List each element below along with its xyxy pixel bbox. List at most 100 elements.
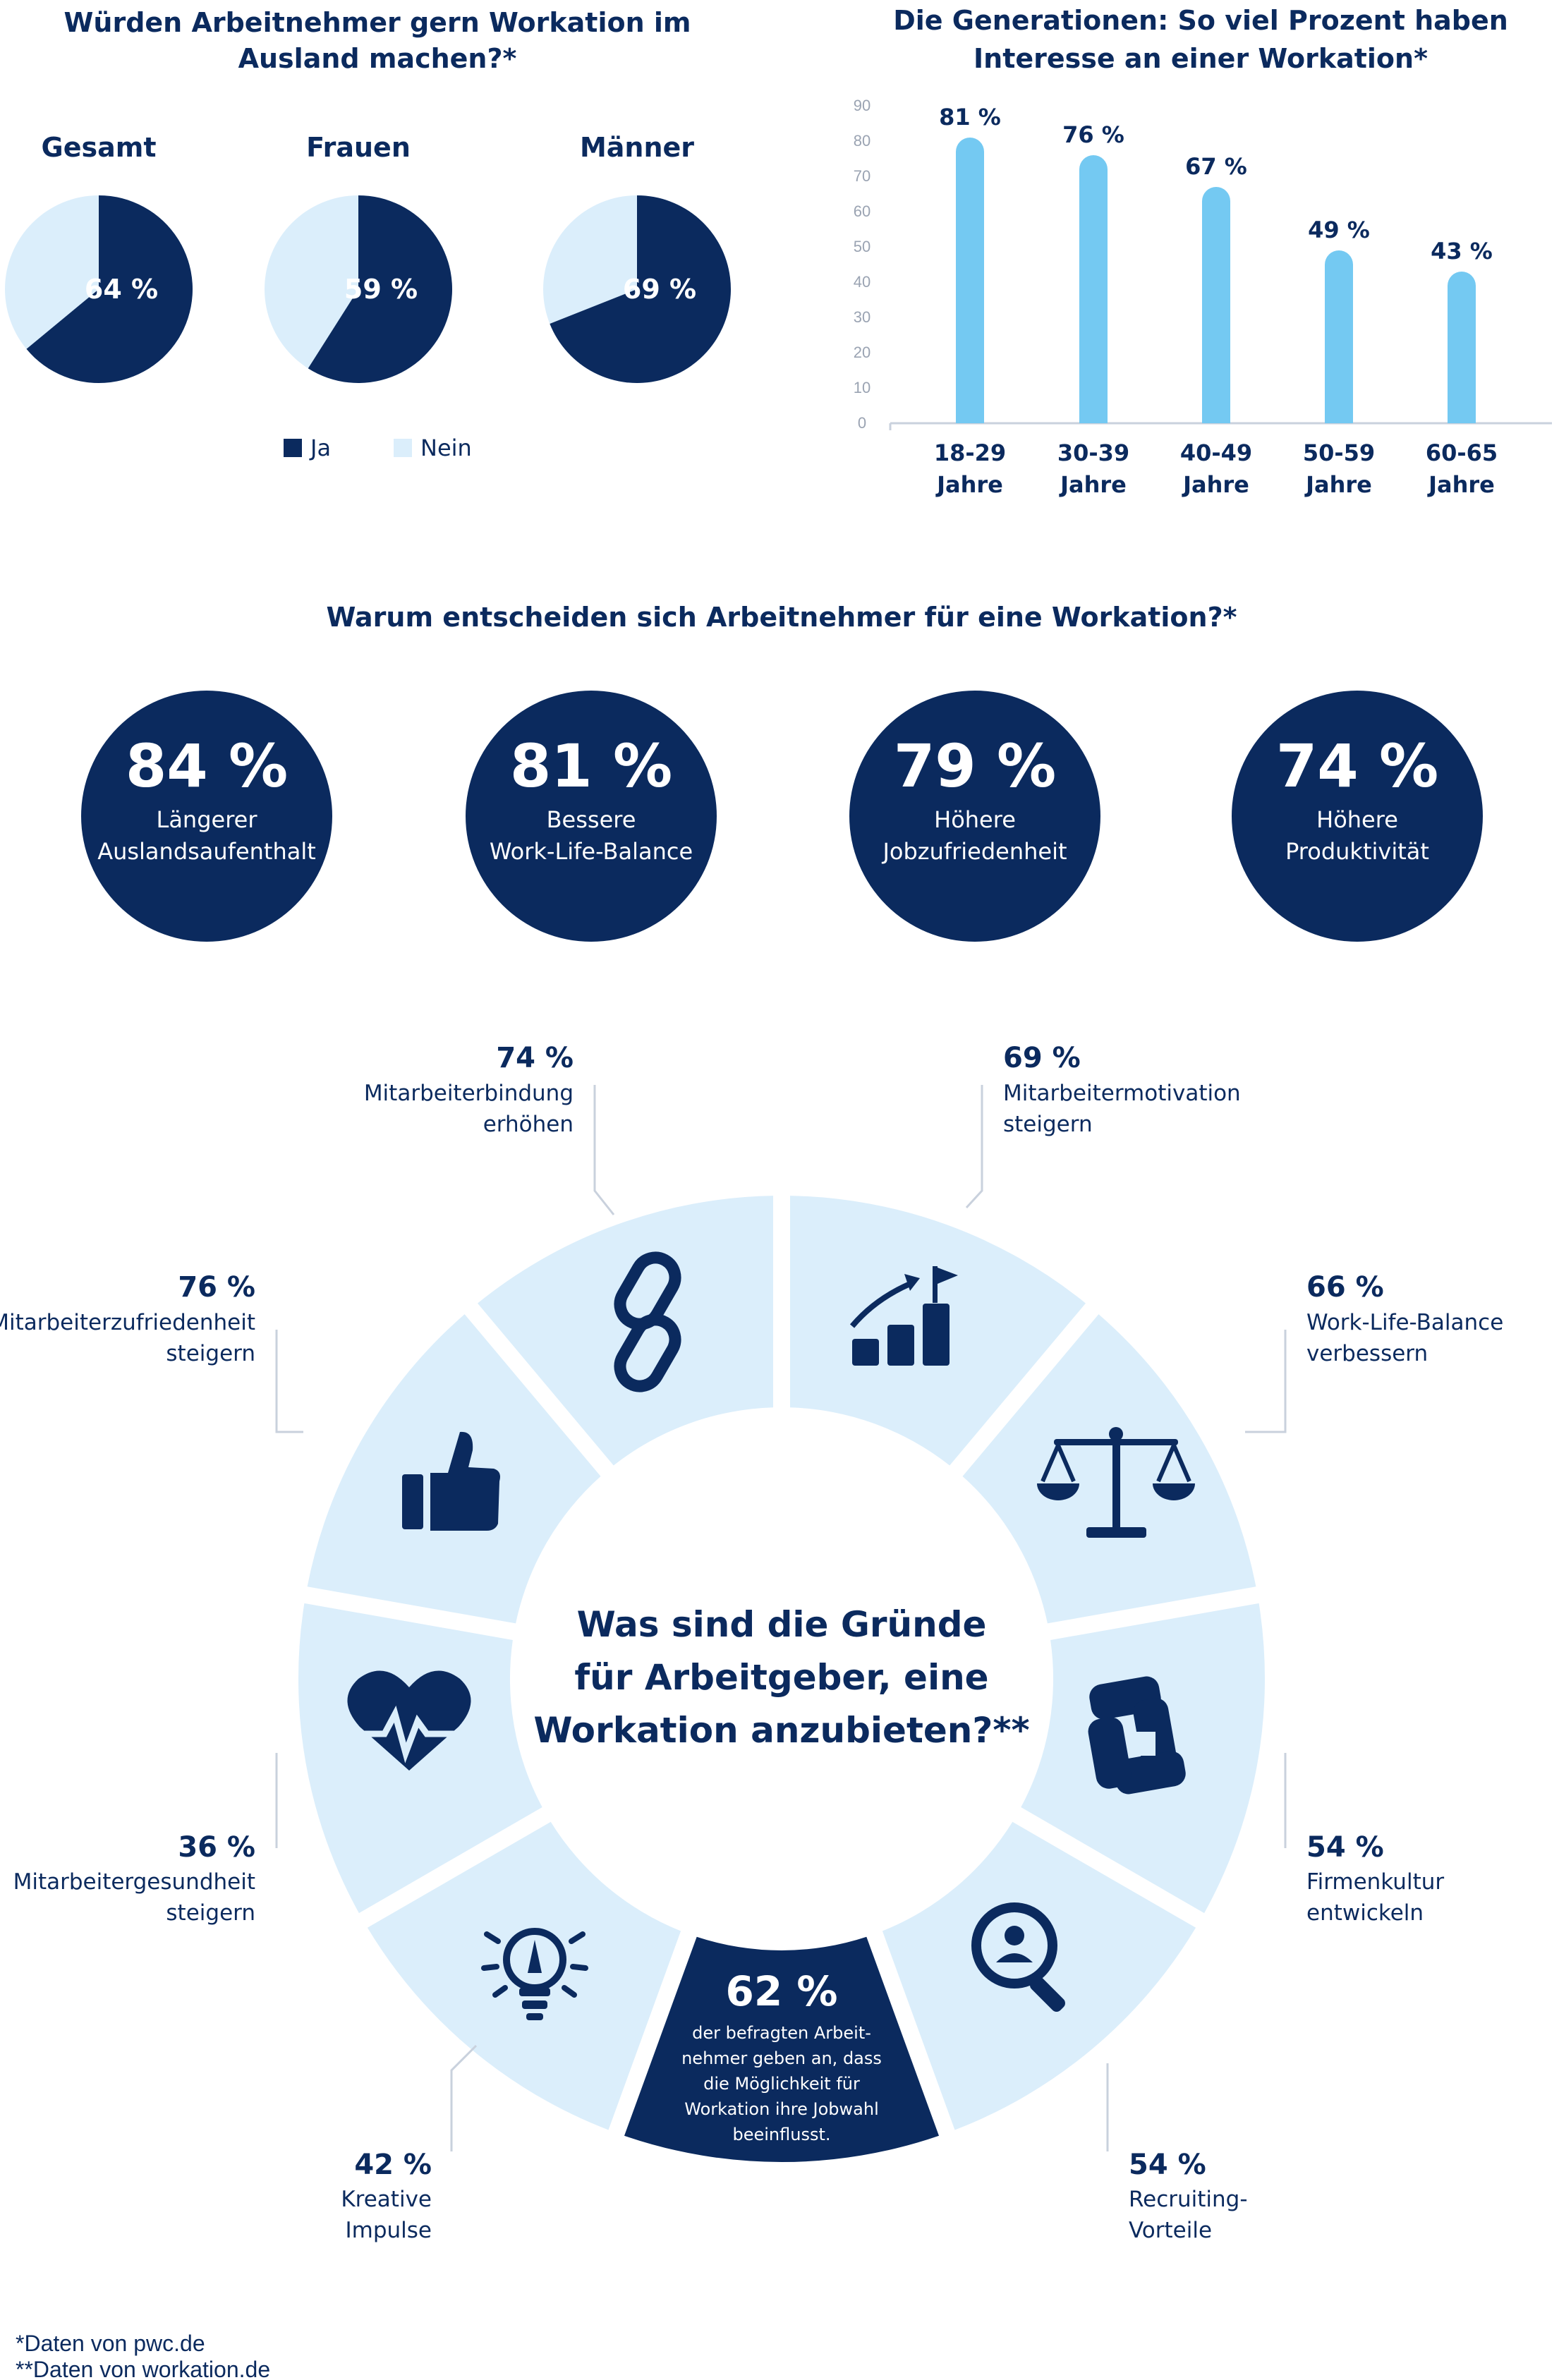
- reason-circle-1: 84 % Längerer Auslandsaufenthalt: [81, 691, 332, 942]
- pie-title: Gesamt: [42, 132, 157, 163]
- bar-value-label: 67 %: [1185, 153, 1247, 180]
- pie-charts: Gesamt 64 % Frauen 59 % Männer 69 %: [5, 132, 731, 384]
- bar: [1202, 187, 1230, 423]
- y-tick-label: 20: [854, 344, 871, 361]
- pie-gesamt: Gesamt 64 %: [5, 132, 193, 384]
- reason-circle-4: 74 % Höhere Produktivität: [1232, 691, 1483, 942]
- employer-item-retention: 74 % Mitarbeiterbindung erhöhen: [364, 1042, 574, 1137]
- reason-label-line2: Produktivität: [1285, 838, 1429, 865]
- y-tick-label: 80: [854, 132, 871, 150]
- reason-circle-bg: [81, 691, 332, 942]
- reason-percent: 74 %: [1276, 731, 1438, 801]
- item-label-line1: Mitarbeitermotivation: [1003, 1081, 1241, 1106]
- pie-slice-yes: [26, 195, 193, 384]
- x-tick-label: Jahre: [1182, 471, 1249, 498]
- item-label-line1: Firmenkultur: [1306, 1869, 1444, 1895]
- employer-item-worklife: 66 % Work-Life-Balance verbessern: [1306, 1271, 1503, 1366]
- reason-label-line1: Längerer: [156, 806, 257, 833]
- legend-no-label: Nein: [420, 435, 472, 461]
- item-label-line2: verbessern: [1306, 1341, 1428, 1366]
- y-tick-label: 50: [854, 238, 871, 255]
- item-label-line1: Mitarbeiterbindung: [364, 1081, 574, 1106]
- center-question-line3: Workation anzubieten?**: [533, 1710, 1029, 1751]
- y-tick-label: 60: [854, 202, 871, 220]
- heart-pulse-icon: [347, 1670, 471, 1771]
- growth-chart-flag-icon: [849, 1266, 958, 1366]
- bottom-segment-line: die Möglichkeit für: [703, 2074, 860, 2094]
- chain-link-icon: [614, 1251, 681, 1392]
- item-label-line1: Kreative: [341, 2187, 432, 2212]
- pie-title: Frauen: [306, 132, 411, 163]
- pie-title: Männer: [580, 132, 694, 163]
- x-tick-label: Jahre: [1304, 471, 1372, 498]
- reason-label-line2: Work-Life-Balance: [490, 838, 693, 865]
- bar: [1325, 250, 1353, 423]
- reason-label-line1: Bessere: [547, 806, 636, 833]
- thumbs-up-icon: [402, 1431, 500, 1531]
- item-percent: 66 %: [1306, 1271, 1384, 1304]
- bottom-segment-line: nehmer geben an, dass: [681, 2048, 882, 2068]
- item-label-line2: Vorteile: [1129, 2218, 1212, 2243]
- pie-männer: Männer 69 %: [543, 132, 731, 384]
- item-percent: 54 %: [1129, 2149, 1206, 2181]
- item-label-line2: Impulse: [345, 2218, 432, 2243]
- x-tick-label: Jahre: [1059, 471, 1127, 498]
- reasons-title: Warum entscheiden sich Arbeitnehmer für …: [326, 602, 1237, 633]
- y-tick-label: 0: [858, 414, 866, 432]
- bar-value-label: 43 %: [1431, 238, 1493, 265]
- pie-slice-yes: [308, 195, 452, 383]
- reason-circle-3: 79 % Höhere Jobzufriedenheit: [849, 691, 1100, 942]
- reason-label-line1: Höhere: [934, 806, 1016, 833]
- y-tick-label: 90: [854, 97, 871, 114]
- leader-line-worklife: [1245, 1330, 1287, 1433]
- reason-percent: 84 %: [126, 731, 288, 801]
- wheel-segment-creative: [367, 1821, 681, 2130]
- item-label-line1: Mitarbeitergesundheit: [13, 1869, 255, 1895]
- y-tick-label: 40: [854, 273, 871, 291]
- x-tick-label: 50-59: [1303, 439, 1375, 466]
- legend-yes-label: Ja: [309, 435, 331, 461]
- pie-frauen: Frauen 59 %: [265, 132, 452, 383]
- reason-label-line2: Jobzufriedenheit: [881, 838, 1067, 865]
- item-label-line1: Work-Life-Balance: [1306, 1310, 1503, 1335]
- y-tick-label: 30: [854, 308, 871, 326]
- legend-yes-swatch: [284, 439, 302, 457]
- pie-value-label: 69 %: [623, 274, 696, 305]
- footnote-2: **Daten von workation.de: [16, 2357, 270, 2380]
- item-label-line2: erhöhen: [483, 1112, 574, 1137]
- lightbulb-icon: [481, 1928, 588, 2020]
- item-percent: 76 %: [178, 1271, 255, 1304]
- bar: [956, 138, 984, 423]
- legend-no-swatch: [394, 439, 412, 457]
- item-label-line1: Recruiting-: [1129, 2187, 1248, 2212]
- bar-value-label: 76 %: [1062, 121, 1124, 148]
- x-tick-label: 40-49: [1180, 439, 1252, 466]
- pie-value-label: 59 %: [344, 274, 418, 305]
- bars-title-line2: Interesse an einer Workation*: [973, 43, 1428, 74]
- employer-item-recruiting: 54 % Recruiting- Vorteile: [1129, 2149, 1248, 2243]
- pies-title-line1: Würden Arbeitnehmer gern Workation im: [63, 7, 691, 38]
- bar: [1079, 155, 1108, 423]
- reason-percent: 79 %: [894, 731, 1056, 801]
- item-percent: 36 %: [178, 1831, 255, 1864]
- x-tick-label: 18-29: [934, 439, 1006, 466]
- bar-value-label: 81 %: [939, 104, 1001, 130]
- leader-lines: [275, 1085, 1287, 2151]
- leader-line-satisfaction: [275, 1330, 303, 1433]
- pies-title-line2: Ausland machen?*: [238, 43, 517, 74]
- employer-item-health: 36 % Mitarbeitergesundheit steigern: [13, 1831, 255, 1926]
- balance-scale-icon: [1037, 1427, 1195, 1538]
- wheel-segment-bottom: [624, 1936, 939, 2163]
- x-tick-label: 60-65: [1426, 439, 1498, 466]
- y-tick-label: 70: [854, 167, 871, 185]
- reason-percent: 81 %: [510, 731, 672, 801]
- reason-label-line1: Höhere: [1316, 806, 1398, 833]
- reason-circle-bg: [466, 691, 717, 942]
- employer-item-creative: 42 % Kreative Impulse: [341, 2149, 432, 2243]
- reason-circle-2: 81 % Bessere Work-Life-Balance: [466, 691, 717, 942]
- pie-section: Würden Arbeitnehmer gern Workation im Au…: [5, 7, 731, 461]
- x-tick-label: Jahre: [935, 471, 1003, 498]
- bar-chart: 0 10 20 30 40 50 60 70 80 90 81 % 18-29 Jahre 76 % 30-…: [854, 97, 1498, 498]
- bottom-segment-line: Workation ihre Jobwahl: [684, 2099, 878, 2119]
